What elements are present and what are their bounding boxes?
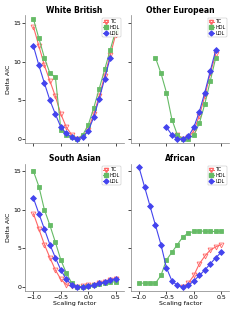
Title: South Asian: South Asian (49, 154, 100, 163)
Legend: TC, HDL, LDL: TC, HDL, LDL (102, 166, 121, 185)
X-axis label: Scaling factor: Scaling factor (53, 301, 96, 306)
Title: Other European: Other European (146, 6, 215, 15)
Y-axis label: Delta AIC: Delta AIC (6, 64, 11, 94)
Legend: TC, HDL, LDL: TC, HDL, LDL (208, 18, 227, 37)
Legend: TC, HDL, LDL: TC, HDL, LDL (208, 166, 227, 185)
Legend: TC, HDL, LDL: TC, HDL, LDL (102, 18, 121, 37)
Y-axis label: Delta AIC: Delta AIC (6, 212, 11, 242)
Title: White British: White British (46, 6, 103, 15)
X-axis label: Scaling factor: Scaling factor (158, 301, 202, 306)
Title: African: African (165, 154, 196, 163)
